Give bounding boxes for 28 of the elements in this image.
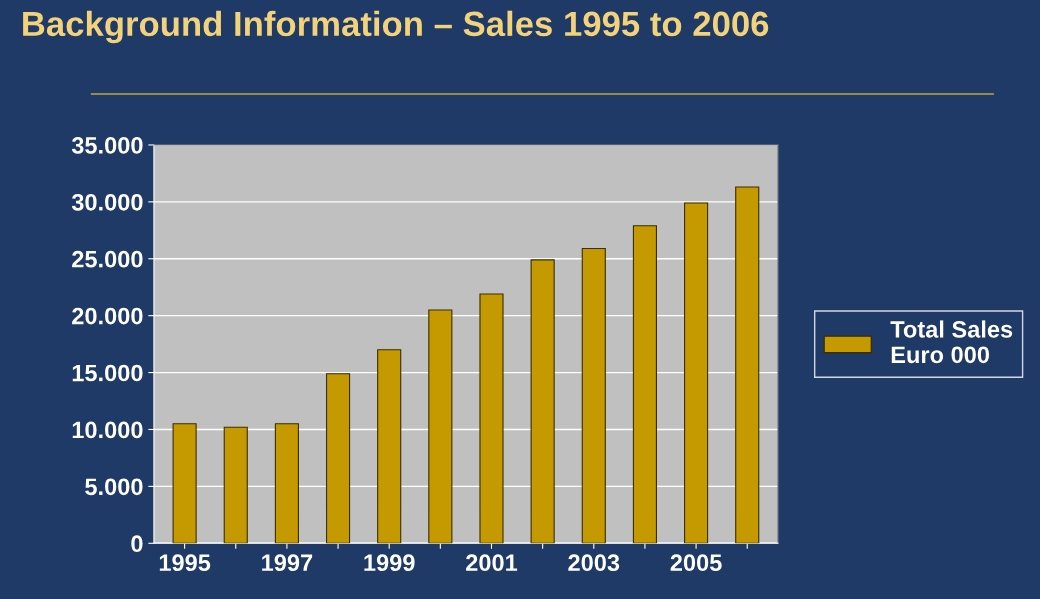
bar	[581, 247, 606, 544]
y-tick-label: 10.000	[72, 421, 143, 439]
y-tick-label: 25.000	[72, 250, 143, 268]
bar	[428, 309, 453, 544]
bar	[172, 423, 197, 544]
y-tick-label: 20.000	[72, 307, 143, 325]
bar	[274, 423, 299, 544]
y-tick-label: 15.000	[72, 364, 143, 382]
y-tick-label: 30.000	[71, 193, 143, 211]
chart-title: Background Information – Sales 1995 to 2006	[23, 10, 769, 44]
legend-label: Total Sales Euro 000	[890, 320, 1013, 364]
bar	[530, 259, 555, 544]
x-tick-label: 1999	[364, 554, 415, 572]
x-tick-label: 1995	[159, 554, 211, 572]
x-tick-label: 1997	[262, 554, 313, 572]
x-tick-label: 2001	[466, 554, 518, 572]
y-tick-label: 35.000	[71, 137, 143, 154]
bar	[325, 373, 351, 544]
bar	[377, 349, 402, 544]
bar	[479, 293, 504, 544]
bar	[735, 186, 760, 544]
y-tick-label: 5.000	[85, 478, 143, 496]
bar	[632, 225, 657, 544]
x-tick-label: 2005	[670, 554, 722, 572]
x-tick-label: 2003	[568, 554, 620, 572]
y-tick-label: 0	[131, 535, 143, 553]
bar	[684, 202, 709, 544]
bar	[223, 426, 248, 544]
